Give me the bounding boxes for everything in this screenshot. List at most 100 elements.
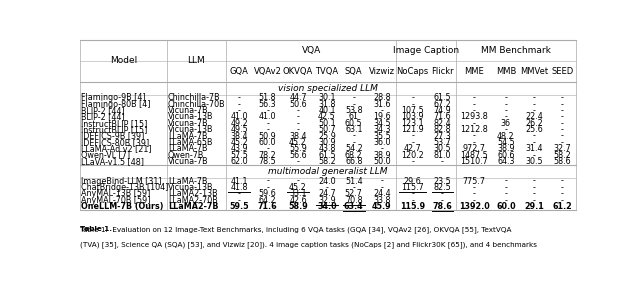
Text: 34.5: 34.5 (373, 119, 390, 128)
Text: multimodal generalist LLM: multimodal generalist LLM (268, 167, 388, 176)
Text: 1392.0: 1392.0 (459, 202, 490, 211)
Text: 49.2: 49.2 (230, 119, 248, 128)
Text: -: - (473, 100, 476, 109)
Text: MM Benchmark: MM Benchmark (481, 46, 551, 55)
Text: 82.5: 82.5 (433, 183, 451, 192)
Text: 115.9: 115.9 (400, 202, 426, 211)
Text: 50.7: 50.7 (318, 125, 336, 134)
Text: 56.6: 56.6 (289, 151, 307, 160)
Text: -: - (441, 196, 444, 205)
Text: -: - (266, 144, 269, 153)
Text: -: - (238, 100, 241, 109)
Text: 24.4: 24.4 (373, 189, 390, 198)
Text: 121.9: 121.9 (401, 125, 424, 134)
Text: 29.1: 29.1 (524, 202, 544, 211)
Text: 34.0: 34.0 (317, 202, 337, 211)
Text: 60.5: 60.5 (345, 119, 363, 128)
Text: 81.0: 81.0 (434, 151, 451, 160)
Text: -: - (561, 106, 564, 115)
Text: 36.0: 36.0 (373, 138, 390, 147)
Text: -: - (266, 125, 269, 134)
Text: -: - (504, 177, 508, 186)
Text: Flickr: Flickr (431, 67, 454, 76)
Text: Chinchilla-7B: Chinchilla-7B (168, 93, 221, 102)
Text: -: - (561, 196, 564, 205)
Text: OneLLM-7B (Ours): OneLLM-7B (Ours) (81, 202, 163, 211)
Text: BLIP-2 [44]: BLIP-2 [44] (81, 106, 125, 115)
Text: -: - (532, 189, 536, 198)
Text: 62.0: 62.0 (230, 157, 248, 166)
Text: 49.5: 49.5 (230, 125, 248, 134)
Text: -: - (353, 93, 355, 102)
Text: 31.6: 31.6 (373, 100, 390, 109)
Text: LLaMA-7B: LLaMA-7B (168, 144, 207, 153)
Text: 55.9: 55.9 (289, 144, 307, 153)
Text: Vizwiz: Vizwiz (369, 67, 395, 76)
Text: -: - (532, 100, 536, 109)
Text: 51.8: 51.8 (259, 93, 276, 102)
Text: ImageBind-LLM [31]: ImageBind-LLM [31] (81, 177, 162, 186)
Text: -: - (412, 93, 414, 102)
Text: 1510.7: 1510.7 (460, 157, 488, 166)
Text: -: - (296, 113, 300, 122)
Text: -: - (473, 132, 476, 141)
Text: 1212.8: 1212.8 (460, 125, 488, 134)
Text: -: - (561, 189, 564, 198)
Text: 123.1: 123.1 (401, 119, 424, 128)
Text: 24.0: 24.0 (318, 177, 336, 186)
Text: -: - (266, 106, 269, 115)
Text: IDEFICS-9B [39]: IDEFICS-9B [39] (81, 132, 145, 141)
Text: -: - (412, 132, 414, 141)
Text: 43.8: 43.8 (318, 144, 335, 153)
Text: Vicuna-7B: Vicuna-7B (168, 157, 209, 166)
Text: 33.8: 33.8 (373, 196, 390, 205)
Text: -: - (561, 125, 564, 134)
Text: 31.4: 31.4 (525, 144, 543, 153)
Text: 972.7: 972.7 (463, 144, 486, 153)
Text: 26.2: 26.2 (525, 119, 543, 128)
Text: -: - (561, 100, 564, 109)
Text: 59.5: 59.5 (230, 202, 249, 211)
Text: LLaMA2-70B: LLaMA2-70B (168, 196, 218, 205)
Text: -: - (296, 157, 300, 166)
Text: -: - (473, 93, 476, 102)
Text: ChatBridge-13B [104]: ChatBridge-13B [104] (81, 183, 168, 192)
Text: SEED: SEED (552, 67, 573, 76)
Text: -: - (473, 189, 476, 198)
Text: -: - (532, 151, 536, 160)
Text: 41.0: 41.0 (259, 113, 276, 122)
Text: -: - (504, 106, 508, 115)
Text: AnyMAL-13B [59]: AnyMAL-13B [59] (81, 189, 150, 198)
Text: 68.2: 68.2 (345, 151, 363, 160)
Text: MMB: MMB (495, 67, 516, 76)
Text: -: - (238, 196, 241, 205)
Text: 45.9: 45.9 (372, 202, 392, 211)
Text: 51.4: 51.4 (345, 177, 363, 186)
Text: AnyMAL-70B [59]: AnyMAL-70B [59] (81, 196, 150, 205)
Text: Qwen-VL [7]: Qwen-VL [7] (81, 151, 130, 160)
Text: 120.2: 120.2 (401, 151, 424, 160)
Text: 50.6: 50.6 (289, 100, 307, 109)
Text: -: - (561, 119, 564, 128)
Text: -: - (532, 183, 536, 192)
Text: 30.1: 30.1 (318, 93, 335, 102)
Text: -: - (266, 183, 269, 192)
Text: -: - (561, 132, 564, 141)
Text: 103.9: 103.9 (401, 113, 424, 122)
Text: 32.7: 32.7 (554, 144, 572, 153)
Text: 25.9: 25.9 (318, 132, 336, 141)
Text: InstructBLIP [15]: InstructBLIP [15] (81, 119, 147, 128)
Text: 775.7: 775.7 (463, 177, 486, 186)
Text: -: - (504, 196, 508, 205)
Text: 107.5: 107.5 (401, 106, 424, 115)
Text: 1487.5: 1487.5 (460, 151, 488, 160)
Text: 71.6: 71.6 (258, 202, 278, 211)
Text: 58.9: 58.9 (288, 202, 308, 211)
Text: 41.8: 41.8 (230, 183, 248, 192)
Text: 78.2: 78.2 (259, 151, 276, 160)
Text: -: - (296, 106, 300, 115)
Text: 29.6: 29.6 (404, 177, 422, 186)
Text: 60.0: 60.0 (259, 138, 276, 147)
Text: -: - (441, 157, 444, 166)
Text: -: - (353, 138, 355, 147)
